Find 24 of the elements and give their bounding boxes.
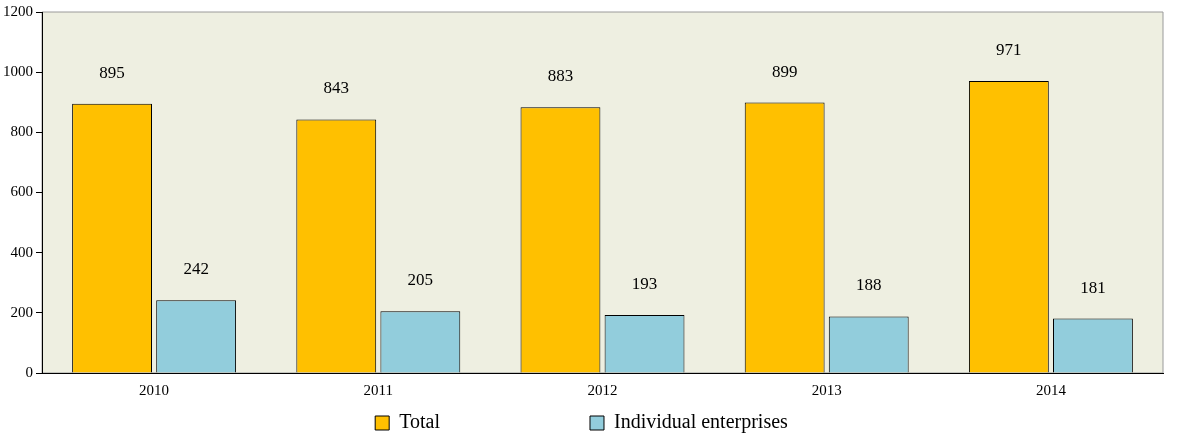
x-tick-label: 2011 [363, 381, 394, 398]
y-tick-label: 600 [10, 183, 33, 200]
data-label: 242 [183, 259, 209, 279]
legend-label: Individual enterprises [613, 410, 789, 434]
y-tick-label: 800 [10, 123, 33, 140]
data-label: 971 [996, 39, 1022, 59]
x-tick-label: 2014 [1035, 381, 1067, 398]
data-label: 188 [855, 275, 882, 295]
y-tick-label: 1000 [3, 63, 33, 80]
y-tick-label: 0 [25, 363, 33, 380]
data-label: 205 [407, 270, 434, 290]
data-label: 181 [1080, 277, 1106, 297]
y-tick-label: 1200 [3, 2, 33, 19]
y-tick-label: 200 [10, 303, 33, 320]
data-label: 193 [631, 273, 658, 293]
data-label: 883 [547, 66, 574, 86]
data-label: 899 [771, 61, 798, 81]
data-label: 843 [323, 78, 350, 98]
x-tick-label: 2010 [139, 381, 170, 398]
x-tick-label: 2012 [587, 381, 618, 398]
data-label: 895 [99, 62, 125, 82]
y-tick-label: 400 [10, 243, 33, 260]
x-tick-label: 2013 [811, 381, 842, 398]
legend-label: Total [399, 410, 580, 433]
